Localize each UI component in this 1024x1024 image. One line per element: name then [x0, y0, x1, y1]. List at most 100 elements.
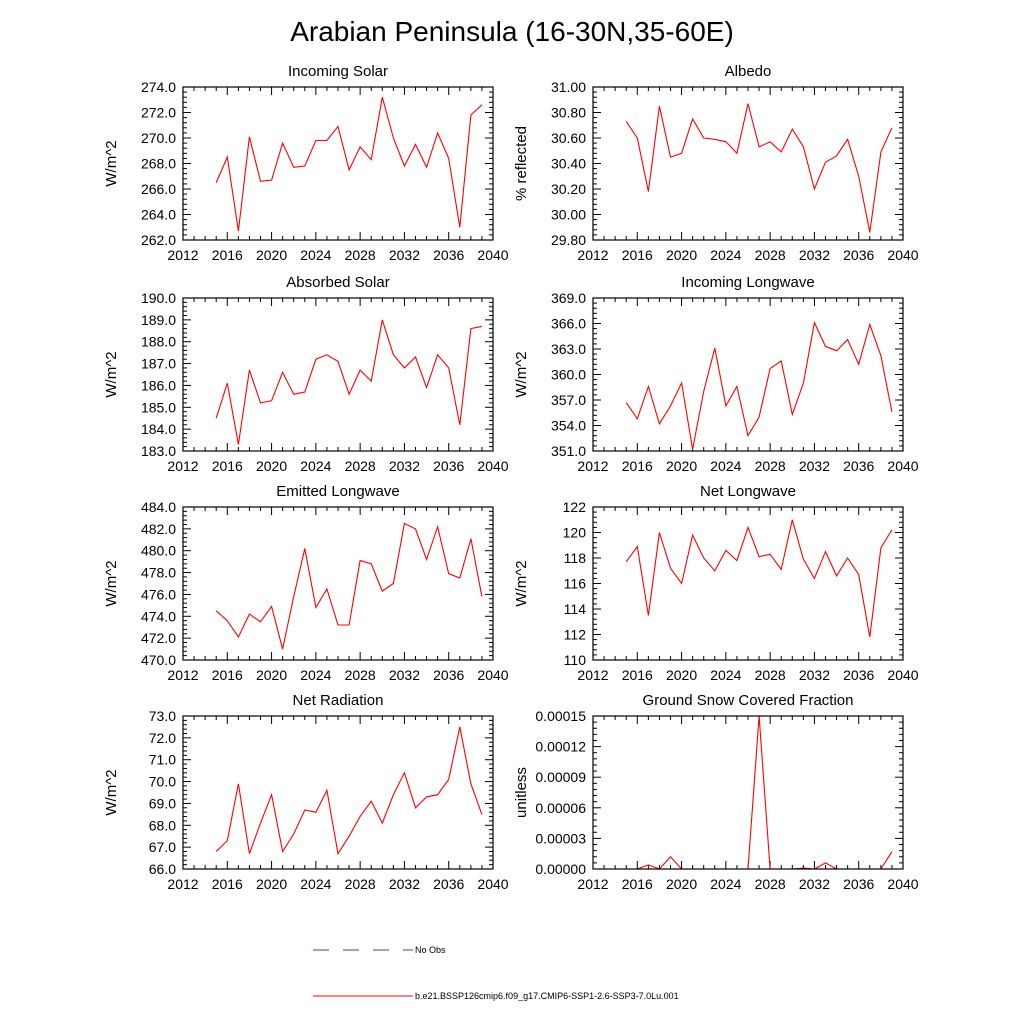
- chart-title: Incoming Solar: [288, 63, 388, 80]
- y-tick-label: 0.00006: [535, 800, 586, 816]
- y-tick-label: 363.0: [551, 341, 586, 357]
- y-tick-label: 360.0: [551, 367, 586, 383]
- plot-frame: [182, 715, 494, 870]
- y-tick-label: 30.40: [551, 156, 586, 172]
- x-tick-label: 2020: [256, 458, 287, 474]
- x-tick-label: 2036: [843, 458, 874, 474]
- y-tick-label: 0.00015: [535, 708, 586, 724]
- series-line: [625, 103, 893, 233]
- x-tick-label: 2040: [477, 667, 508, 683]
- chart-panel: Absorbed Solar W/m^2 2012 2016 2020 2024 2028 2…: [103, 274, 509, 474]
- y-tick-label: 0.00009: [535, 769, 586, 785]
- x-tick-label: 2020: [666, 667, 697, 683]
- y-axis-label: W/m^2: [103, 351, 120, 397]
- x-tick-label: 2012: [167, 247, 198, 263]
- x-tick-label: 2028: [755, 876, 786, 892]
- y-tick-label: 122: [563, 499, 587, 515]
- chart-panel: Incoming Solar W/m^2 2012 2016 2020 2024 2028 2…: [103, 63, 509, 263]
- y-tick-label: 354.0: [551, 418, 586, 434]
- y-tick-label: 480.0: [141, 543, 176, 559]
- legend: No Obs b.e21.BSSP126cmip6.f09_g17.CMIP6-…: [313, 945, 679, 1001]
- x-tick-label: 2024: [710, 247, 741, 263]
- x-tick-label: 2028: [755, 667, 786, 683]
- y-axis-label: W/m^2: [513, 351, 530, 397]
- x-tick-label: 2028: [345, 876, 376, 892]
- x-tick-label: 2028: [345, 247, 376, 263]
- y-tick-label: 188.0: [141, 334, 176, 350]
- x-tick-label: 2012: [577, 458, 608, 474]
- x-tick-label: 2024: [300, 458, 331, 474]
- y-tick-label: 30.00: [551, 207, 586, 223]
- y-tick-label: 0.00012: [535, 739, 586, 755]
- x-tick-label: 2012: [167, 876, 198, 892]
- chart-panel: Net Radiation W/m^2 2012 2016 2020 2024 2028 20…: [103, 692, 509, 892]
- chart-title: Emitted Longwave: [276, 483, 399, 500]
- x-tick-label: 2020: [666, 247, 697, 263]
- x-tick-label: 2020: [256, 876, 287, 892]
- y-tick-label: 187.0: [141, 356, 176, 372]
- y-tick-label: 264.0: [141, 207, 176, 223]
- chart-title: Ground Snow Covered Fraction: [643, 692, 854, 709]
- x-tick-label: 2032: [389, 876, 420, 892]
- x-tick-label: 2016: [622, 876, 653, 892]
- x-tick-label: 2032: [799, 458, 830, 474]
- y-tick-label: 185.0: [141, 399, 176, 415]
- x-tick-label: 2028: [755, 458, 786, 474]
- x-tick-label: 2020: [666, 458, 697, 474]
- x-tick-label: 2032: [799, 247, 830, 263]
- y-tick-label: 474.0: [141, 608, 176, 624]
- chart-title: Net Radiation: [293, 692, 384, 709]
- series-line: [215, 522, 483, 650]
- y-tick-label: 190.0: [141, 290, 176, 306]
- x-tick-label: 2040: [887, 247, 918, 263]
- legend-model-label: b.e21.BSSP126cmip6.f09_g17.CMIP6-SSP1-2.…: [415, 991, 679, 1001]
- y-tick-label: 69.0: [149, 795, 176, 811]
- legend-no-obs-label: No Obs: [415, 945, 446, 955]
- x-tick-label: 2040: [887, 876, 918, 892]
- y-axis-label: W/m^2: [103, 769, 120, 815]
- x-tick-label: 2024: [710, 667, 741, 683]
- series-line: [215, 97, 483, 232]
- y-tick-label: 357.0: [551, 392, 586, 408]
- series-line: [625, 320, 893, 450]
- x-tick-label: 2020: [256, 667, 287, 683]
- x-tick-label: 2040: [477, 876, 508, 892]
- y-tick-label: 268.0: [141, 156, 176, 172]
- x-tick-label: 2040: [887, 458, 918, 474]
- y-axis-label: % reflected: [513, 126, 530, 201]
- plot-frame: [592, 506, 904, 661]
- y-tick-label: 470.0: [141, 652, 176, 668]
- y-tick-label: 266.0: [141, 181, 176, 197]
- y-tick-label: 484.0: [141, 499, 176, 515]
- x-tick-label: 2036: [843, 247, 874, 263]
- y-tick-label: 272.0: [141, 105, 176, 121]
- x-tick-label: 2020: [666, 876, 697, 892]
- y-tick-label: 110: [564, 652, 587, 668]
- y-tick-label: 482.0: [141, 521, 176, 537]
- x-tick-label: 2016: [212, 667, 243, 683]
- y-tick-label: 70.0: [149, 774, 176, 790]
- y-tick-label: 186.0: [141, 377, 176, 393]
- y-axis-label: W/m^2: [103, 560, 120, 606]
- y-tick-label: 30.20: [551, 181, 586, 197]
- plot-frame: [592, 715, 904, 870]
- y-tick-label: 31.00: [551, 79, 586, 95]
- y-axis-label: W/m^2: [103, 140, 120, 186]
- x-tick-label: 2032: [799, 876, 830, 892]
- y-tick-label: 366.0: [551, 316, 586, 332]
- x-tick-label: 2036: [843, 876, 874, 892]
- series-line: [626, 715, 893, 870]
- x-tick-label: 2016: [212, 247, 243, 263]
- y-tick-label: 274.0: [141, 79, 176, 95]
- x-tick-label: 2012: [167, 458, 198, 474]
- x-tick-label: 2024: [710, 876, 741, 892]
- y-tick-label: 68.0: [149, 817, 176, 833]
- y-tick-label: 270.0: [141, 130, 176, 146]
- x-tick-label: 2032: [799, 667, 830, 683]
- x-tick-label: 2036: [843, 667, 874, 683]
- y-axis-label: W/m^2: [513, 560, 530, 606]
- series-line: [625, 519, 893, 638]
- y-tick-label: 66.0: [149, 861, 176, 877]
- x-tick-label: 2036: [433, 458, 464, 474]
